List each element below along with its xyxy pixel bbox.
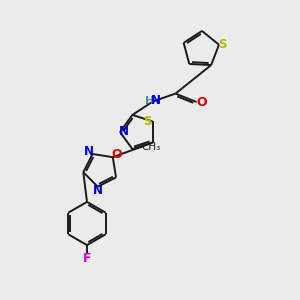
Text: N: N bbox=[119, 124, 129, 138]
Text: H: H bbox=[145, 95, 154, 106]
Text: N: N bbox=[83, 145, 93, 158]
Text: S: S bbox=[143, 115, 152, 128]
Text: O: O bbox=[112, 148, 122, 161]
Text: N: N bbox=[151, 94, 161, 107]
Text: N: N bbox=[93, 184, 103, 197]
Text: F: F bbox=[83, 252, 91, 265]
Text: O: O bbox=[196, 96, 207, 110]
Text: S: S bbox=[219, 38, 227, 51]
Text: CH₃: CH₃ bbox=[141, 142, 161, 152]
